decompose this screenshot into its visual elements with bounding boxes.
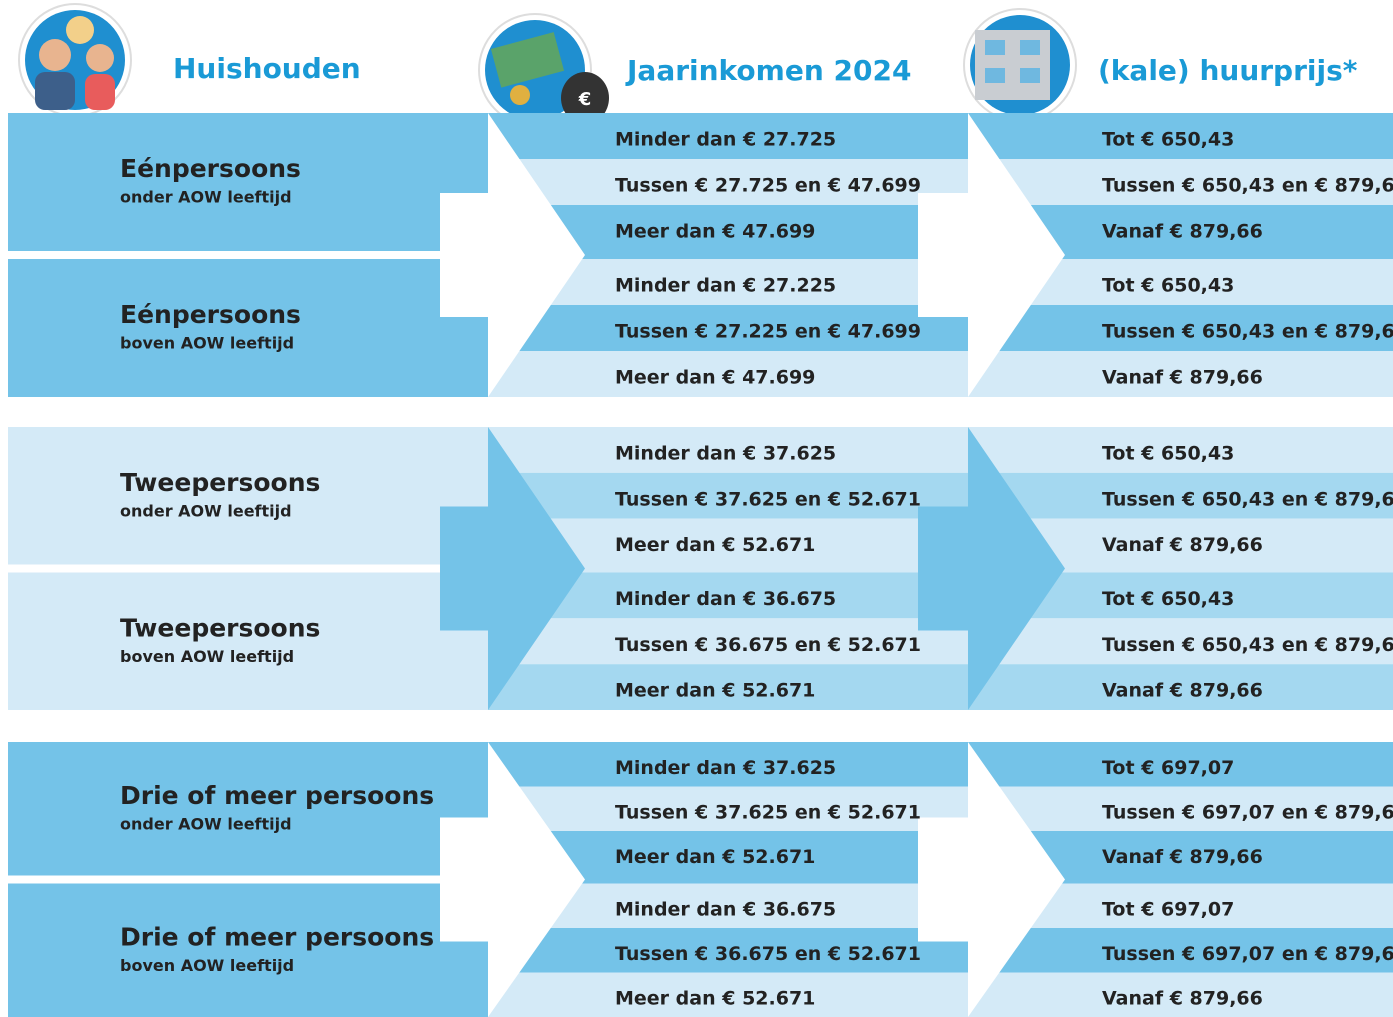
household-title: Eénpersoons [120, 154, 301, 183]
rent-row [968, 113, 1393, 159]
household-title: Eénpersoons [120, 300, 301, 329]
income-row [488, 618, 968, 665]
household-title: Tweepersoons [120, 613, 320, 642]
household-title: Drie of meer persoons [120, 781, 434, 810]
rent-text: Vanaf € 879,66 [1102, 987, 1263, 1009]
income-text: Meer dan € 52.671 [615, 680, 815, 702]
rent-text: Tussen € 697,07 en € 879,66 [1102, 801, 1393, 823]
rent-text: Tot € 697,07 [1102, 757, 1234, 779]
household-block [8, 259, 488, 397]
income-text: Meer dan € 47.699 [615, 221, 815, 243]
rent-text: Tot € 697,07 [1102, 898, 1234, 920]
rent-text: Vanaf € 879,66 [1102, 534, 1263, 556]
household-subtitle: boven AOW leeftijd [120, 956, 294, 975]
income-text: Meer dan € 52.671 [615, 534, 815, 556]
income-row [488, 928, 968, 973]
rent-row [968, 664, 1393, 710]
rent-row [968, 972, 1393, 1017]
income-row [488, 305, 968, 351]
household-block [8, 427, 488, 565]
rent-text: Tot € 650,43 [1102, 129, 1234, 151]
arrow [918, 742, 1065, 1017]
rent-text: Vanaf € 879,66 [1102, 680, 1263, 702]
household-subtitle: boven AOW leeftijd [120, 334, 294, 353]
income-text: Tussen € 27.225 en € 47.699 [615, 321, 921, 343]
income-text: Meer dan € 52.671 [615, 987, 815, 1009]
rent-row [968, 742, 1393, 787]
arrow [918, 113, 1065, 397]
household-block [8, 883, 488, 1017]
rent-text: Tot € 650,43 [1102, 442, 1234, 464]
rent-row [968, 618, 1393, 665]
rent-row [968, 305, 1393, 351]
income-text: Minder dan € 27.225 [615, 275, 836, 297]
household-subtitle: boven AOW leeftijd [120, 647, 294, 666]
income-text: Minder dan € 36.675 [615, 898, 836, 920]
header-income: Jaarinkomen 2024 [625, 54, 911, 87]
rent-row [968, 159, 1393, 205]
income-row [488, 159, 968, 205]
income-row [488, 351, 968, 397]
icon-building [963, 8, 1077, 122]
household-subtitle: onder AOW leeftijd [120, 501, 292, 520]
income-text: Tussen € 27.725 en € 47.699 [615, 175, 921, 197]
header-household: Huishouden [173, 52, 361, 85]
arrow [918, 427, 1065, 710]
household-title: Drie of meer persoons [120, 922, 434, 951]
rent-text: Vanaf € 879,66 [1102, 221, 1263, 243]
arrow [440, 113, 585, 397]
rent-text: Tussen € 650,43 en € 879,66 [1102, 175, 1393, 197]
household-title: Tweepersoons [120, 468, 320, 497]
arrow [440, 742, 585, 1017]
rent-text: Tussen € 650,43 en € 879,66 [1102, 634, 1393, 656]
income-text: Tussen € 36.675 en € 52.671 [615, 943, 921, 965]
icon-household [18, 3, 132, 117]
rent-text: Tussen € 650,43 en € 879,66 [1102, 488, 1393, 510]
income-text: Minder dan € 27.725 [615, 129, 836, 151]
income-row [488, 786, 968, 831]
income-row [488, 427, 968, 473]
household-block [8, 113, 488, 251]
rent-row [968, 351, 1393, 397]
arrow [440, 427, 585, 710]
rent-row [968, 472, 1393, 519]
household-subtitle: onder AOW leeftijd [120, 188, 292, 207]
income-text: Tussen € 37.625 en € 52.671 [615, 801, 921, 823]
income-row [488, 972, 968, 1017]
household-block [8, 572, 488, 710]
income-text: Minder dan € 36.675 [615, 588, 836, 610]
rent-row [968, 786, 1393, 831]
income-row [488, 664, 968, 710]
icon-money: € [478, 13, 609, 127]
income-text: Tussen € 37.625 en € 52.671 [615, 488, 921, 510]
income-row [488, 472, 968, 519]
svg-text:€: € [578, 89, 592, 110]
income-row [488, 113, 968, 159]
rent-text: Tussen € 650,43 en € 879,66 [1102, 321, 1393, 343]
household-subtitle: onder AOW leeftijd [120, 814, 292, 833]
rent-text: Vanaf € 879,66 [1102, 367, 1263, 389]
household-block [8, 742, 488, 876]
rent-text: Vanaf € 879,66 [1102, 846, 1263, 868]
income-text: Minder dan € 37.625 [615, 442, 836, 464]
income-text: Meer dan € 52.671 [615, 846, 815, 868]
rent-text: Tot € 650,43 [1102, 588, 1234, 610]
income-text: Minder dan € 37.625 [615, 757, 836, 779]
header-rent: (kale) huurprijs* [1098, 54, 1358, 87]
income-row [488, 742, 968, 787]
rent-row [968, 928, 1393, 973]
rent-row [968, 427, 1393, 473]
income-text: Meer dan € 47.699 [615, 367, 815, 389]
income-text: Tussen € 36.675 en € 52.671 [615, 634, 921, 656]
rent-text: Tussen € 697,07 en € 879,66 [1102, 943, 1393, 965]
rent-text: Tot € 650,43 [1102, 275, 1234, 297]
